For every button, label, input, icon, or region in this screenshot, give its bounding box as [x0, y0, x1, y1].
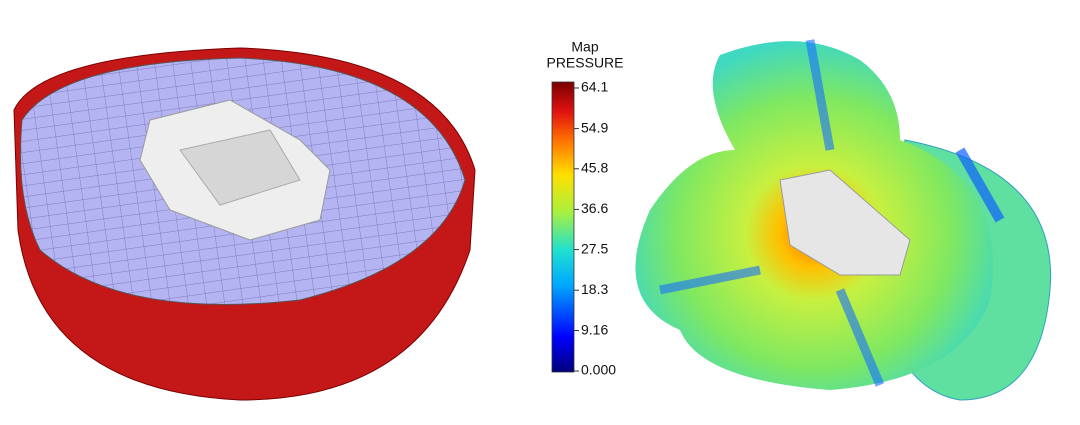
colorbar-scale [551, 81, 575, 373]
tick-label: 27.5 [581, 240, 608, 256]
tick-label: 54.9 [581, 119, 608, 135]
tick-label: 18.3 [581, 281, 608, 297]
colorbar-subtitle: PRESSURE [546, 55, 623, 71]
tick-label: 9.16 [581, 321, 608, 337]
tick-label: 64.1 [581, 79, 608, 95]
tick-label: 36.6 [581, 200, 608, 216]
pressure-view [635, 39, 1052, 401]
mesh-view [13, 47, 476, 401]
tick-label: 0.000 [581, 362, 616, 378]
colorbar-title: Map [571, 39, 598, 55]
colorbar: Map PRESSURE 64.1 54.9 45.8 36.6 27.5 18.3 9.1… [546, 39, 623, 378]
tick-label: 45.8 [581, 159, 608, 175]
